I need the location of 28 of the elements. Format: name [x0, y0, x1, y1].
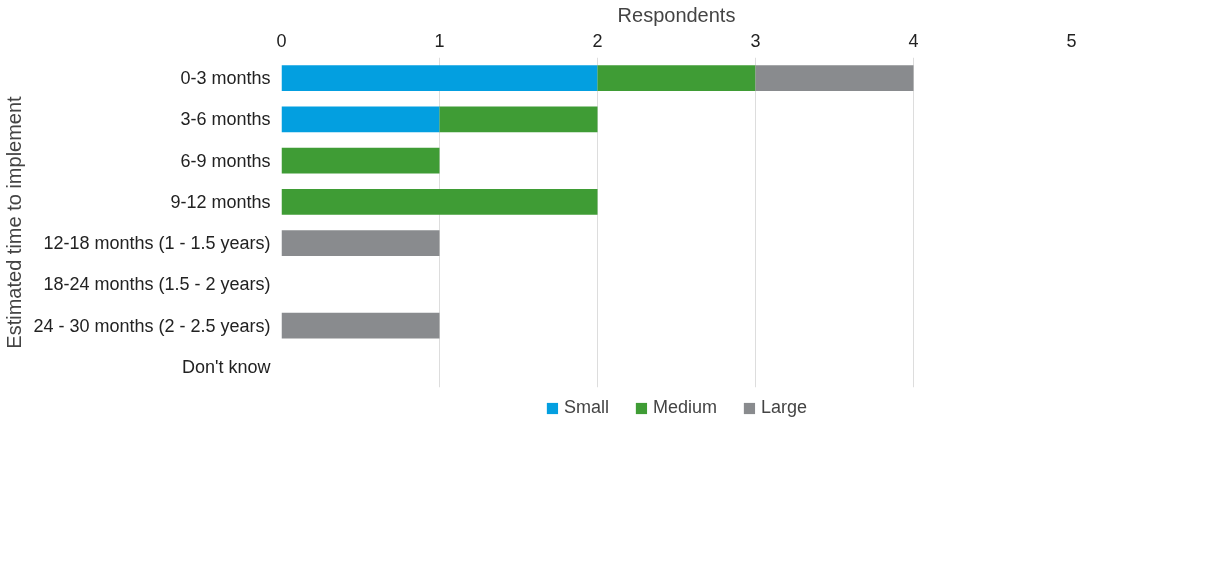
x-tick-label: 0 — [276, 30, 287, 51]
y-tick-label: 6-9 months — [180, 150, 271, 171]
bar — [281, 189, 598, 215]
bar — [281, 230, 440, 256]
y-tick-label: 12-18 months (1 - 1.5 years) — [43, 233, 271, 254]
bar — [281, 106, 440, 133]
y-tick-label: 3-6 months — [180, 109, 271, 130]
y-axis-title: Estimated time to implement — [3, 95, 26, 349]
y-tick-label: 24 - 30 months (2 - 2.5 years) — [33, 315, 271, 336]
y-tick-label: Don't know — [182, 356, 272, 377]
bar — [281, 65, 598, 91]
x-tick-label: 1 — [434, 30, 445, 51]
y-tick-label: 9-12 months — [170, 191, 271, 212]
legend-label: Medium — [652, 397, 717, 418]
y-tick-label: 0-3 months — [180, 68, 271, 89]
x-axis-title: Respondents — [617, 3, 736, 26]
legend-label: Small — [563, 397, 609, 418]
x-tick-label: 5 — [1066, 30, 1077, 51]
bar — [281, 147, 440, 174]
legend-label: Large — [761, 397, 808, 418]
bar — [439, 106, 598, 133]
y-tick-label: 18-24 months (1.5 - 2 years) — [43, 274, 271, 295]
x-tick-label: 2 — [592, 30, 603, 51]
x-tick-label: 4 — [908, 30, 919, 51]
bar — [755, 65, 914, 91]
bar — [597, 65, 756, 91]
bar — [281, 312, 440, 339]
x-tick-label: 3 — [750, 30, 761, 51]
